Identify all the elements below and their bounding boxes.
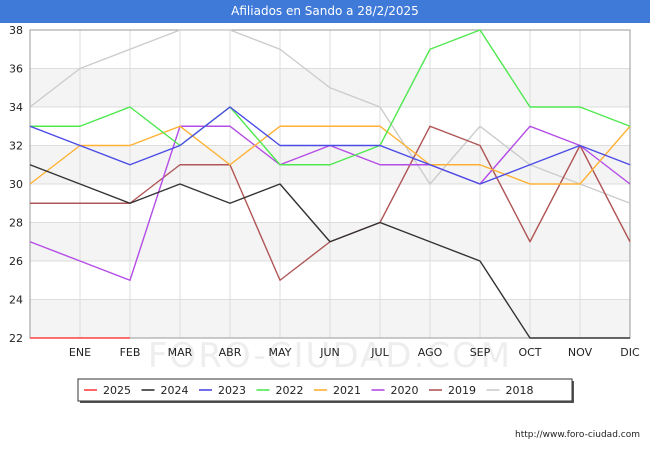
y-tick-label: 28 xyxy=(9,217,23,230)
y-tick-label: 34 xyxy=(9,101,23,114)
x-tick-label: JUN xyxy=(319,346,340,359)
series-line-2023 xyxy=(29,106,631,185)
watermark-text: FORO-CIUDAD.COM xyxy=(148,336,512,376)
legend-label-2025: 2025 xyxy=(103,384,131,397)
y-tick-label: 36 xyxy=(9,63,23,76)
x-tick-label: JUL xyxy=(370,346,389,359)
legend-label-2021: 2021 xyxy=(333,384,361,397)
footer-url[interactable]: http://www.foro-ciudad.com xyxy=(515,430,640,440)
series-line-2024 xyxy=(29,164,630,339)
x-tick-label: MAY xyxy=(269,346,292,359)
x-tick-label: OCT xyxy=(518,346,541,359)
y-tick-label: 38 xyxy=(9,24,23,37)
legend-label-2020: 2020 xyxy=(391,384,419,397)
y-tick-label: 22 xyxy=(9,332,23,345)
y-tick-label: 32 xyxy=(9,140,23,153)
series-line-2021 xyxy=(29,125,631,185)
x-tick-label: DIC xyxy=(620,346,640,359)
x-tick-label: ABR xyxy=(219,346,242,359)
x-tick-label: ENE xyxy=(69,346,91,359)
y-tick-label: 24 xyxy=(9,294,23,307)
legend-label-2023: 2023 xyxy=(218,384,246,397)
legend-label-2018: 2018 xyxy=(506,384,534,397)
y-tick-label: 26 xyxy=(9,255,23,268)
x-tick-label: AGO xyxy=(418,346,443,359)
x-tick-label: FEB xyxy=(120,346,141,359)
series-line-2022 xyxy=(30,29,631,166)
legend-label-2019: 2019 xyxy=(448,384,476,397)
x-tick-label: SEP xyxy=(470,346,491,359)
x-tick-label: MAR xyxy=(168,346,193,359)
legend-label-2022: 2022 xyxy=(276,384,304,397)
y-tick-label: 30 xyxy=(9,178,23,191)
x-tick-label: NOV xyxy=(568,346,593,359)
legend-label-2024: 2024 xyxy=(161,384,189,397)
chart-title: Afiliados en Sando a 28/2/2025 xyxy=(0,0,650,23)
